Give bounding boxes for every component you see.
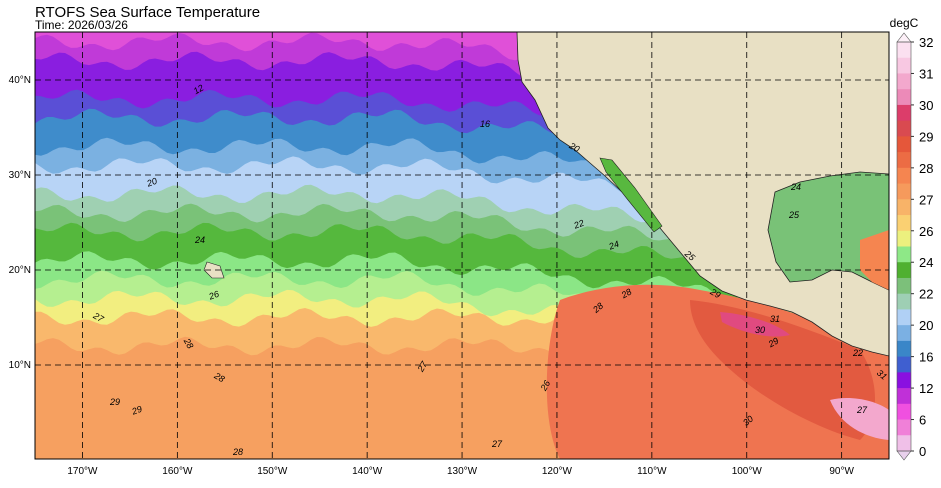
colorbar-label: 22 xyxy=(919,287,933,302)
colorbar-segment xyxy=(897,73,911,90)
contour-label: 29 xyxy=(109,397,120,407)
contour-label: 20 xyxy=(145,176,159,189)
lat-label: 10°N xyxy=(9,360,31,371)
contour-label: 29 xyxy=(766,336,781,350)
colorbar-segment xyxy=(897,277,911,295)
colorbar-label: 28 xyxy=(919,161,933,176)
colorbar-segment xyxy=(897,120,911,137)
contour-label: 27 xyxy=(856,405,868,415)
contour-label: 26 xyxy=(538,379,552,394)
colorbar-segment xyxy=(897,89,911,106)
colorbar-segment xyxy=(897,104,911,122)
colorbar-label: 27 xyxy=(919,192,933,207)
lat-label: 40°N xyxy=(9,75,31,86)
lon-label: 150°W xyxy=(257,466,288,477)
colorbar-segment xyxy=(897,246,911,263)
graticule: 170°W 160°W 150°W 140°W 130°W 120°W 110°W 100°W… xyxy=(9,32,889,477)
hawaii xyxy=(203,261,225,279)
colorbar-segment xyxy=(897,152,911,169)
colorbar-label: 6 xyxy=(919,413,926,428)
hot-spot xyxy=(720,312,790,337)
map-frame xyxy=(34,31,890,460)
warm-core xyxy=(690,300,875,440)
colorbar-segment xyxy=(897,356,911,373)
contour-label: 28 xyxy=(619,287,634,301)
lon-label: 110°W xyxy=(637,466,667,477)
colorbar-segment xyxy=(897,136,911,153)
contour-label: 28 xyxy=(212,370,227,384)
colorbar-segment xyxy=(897,199,911,216)
colorbar-label: 32 xyxy=(919,35,933,50)
lon-label: 90°W xyxy=(829,466,854,477)
hot-spot xyxy=(830,398,889,440)
colorbar-segment xyxy=(897,167,911,185)
colorbar-segment xyxy=(897,403,911,421)
contour-label: 24 xyxy=(607,239,621,252)
lat-label: 30°N xyxy=(9,170,31,181)
contour-label: 30 xyxy=(741,414,755,428)
lon-label: 130°W xyxy=(447,466,478,477)
contour-label: 24 xyxy=(790,182,801,192)
contour-label: 22 xyxy=(572,218,586,231)
contour-label: 16 xyxy=(480,119,490,129)
colorbar-segment xyxy=(897,183,911,200)
contour-label: 25 xyxy=(788,210,800,220)
title: RTOFS Sea Surface Temperature xyxy=(35,4,260,21)
colorbar-segment xyxy=(897,309,911,326)
colorbar-label: 16 xyxy=(919,350,933,365)
lon-label: 120°W xyxy=(542,466,573,477)
contour-label: 26 xyxy=(207,289,221,302)
lon-label: 100°W xyxy=(732,466,763,477)
colorbar-segment xyxy=(897,325,911,342)
lon-label: 170°W xyxy=(67,466,98,477)
colorbar: 32 31 30 29 28 27 26 24 22 20 16 12 6 0 xyxy=(896,32,933,461)
colorbar-label: 20 xyxy=(919,318,933,333)
colorbar-frame xyxy=(896,41,912,452)
contour-label: 22 xyxy=(852,348,863,358)
colorbar-label: 31 xyxy=(919,66,933,81)
contour-label: 29 xyxy=(708,286,723,300)
colorbar-label: 12 xyxy=(919,381,933,396)
lon-label: 140°W xyxy=(352,466,383,477)
contour-label: 12 xyxy=(192,83,206,97)
land xyxy=(203,32,889,357)
lat-label: 20°N xyxy=(9,265,31,276)
colorbar-label: 0 xyxy=(919,444,926,459)
contour-label: 28 xyxy=(181,336,195,351)
colorbar-segment xyxy=(897,42,911,59)
colorbar-segment xyxy=(897,419,911,436)
colorbar-label: 30 xyxy=(919,98,933,113)
colorbar-segment xyxy=(897,57,911,74)
contour-label: 20 xyxy=(567,140,582,154)
contour-label: 27 xyxy=(491,439,503,449)
gulf-warm xyxy=(860,230,889,290)
colorbar-segment xyxy=(897,293,911,310)
colorbar-segment xyxy=(897,372,911,389)
lon-label: 160°W xyxy=(162,466,193,477)
colorbar-segment xyxy=(897,262,911,279)
colorbar-label: 26 xyxy=(919,224,933,239)
colorbar-top-cap xyxy=(896,32,912,43)
colorbar-segment xyxy=(897,230,911,247)
contour-label: 30 xyxy=(755,325,765,335)
colorbar-segment xyxy=(897,435,911,452)
gulf-of-california xyxy=(599,157,663,233)
time: Time: 2026/03/26 xyxy=(35,18,128,32)
colorbar-segment xyxy=(897,215,911,232)
contour-label: 31 xyxy=(770,314,780,324)
colorbar-segment xyxy=(897,340,911,358)
contour-label: 29 xyxy=(130,404,144,417)
contour-label: 31 xyxy=(875,368,889,382)
contour-label: 28 xyxy=(232,447,243,457)
colorbar-unit: degC xyxy=(890,16,919,30)
colorbar-label: 29 xyxy=(919,129,933,144)
colorbar-bottom-cap xyxy=(896,450,912,461)
contour-label: 24 xyxy=(194,235,205,245)
colorbar-segment xyxy=(897,388,911,405)
colorbar-label: 24 xyxy=(919,255,933,270)
